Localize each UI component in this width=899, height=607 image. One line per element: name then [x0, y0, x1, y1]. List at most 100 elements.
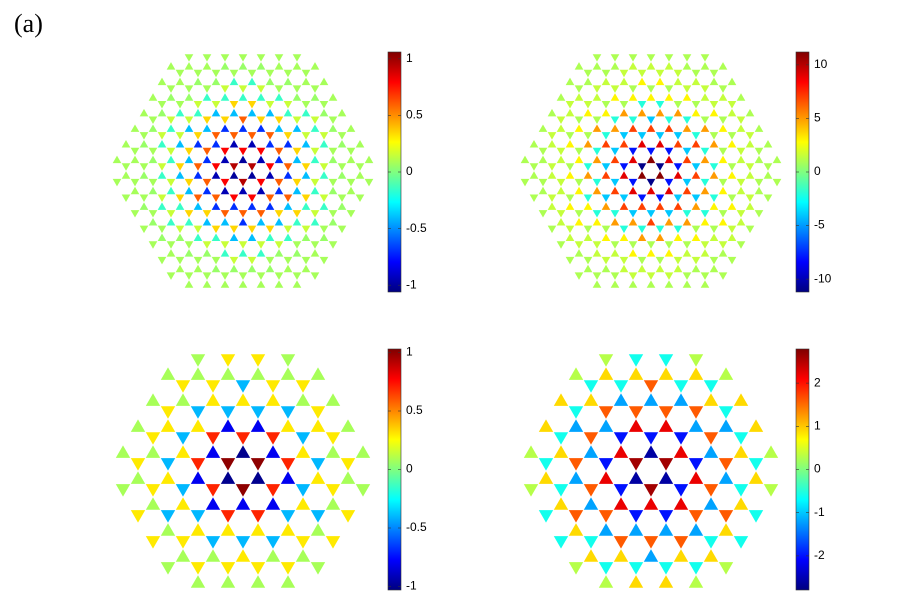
up-triangle [754, 186, 764, 195]
up-triangle [718, 249, 728, 257]
lattice [520, 54, 782, 288]
up-triangle [718, 124, 728, 132]
up-triangle [148, 217, 158, 226]
down-triangle [283, 132, 293, 140]
up-triangle [643, 445, 659, 458]
up-triangle [325, 393, 341, 406]
down-triangle [175, 432, 191, 445]
up-triangle [160, 367, 176, 380]
down-triangle [292, 241, 302, 249]
down-triangle [310, 241, 320, 249]
up-triangle [547, 140, 557, 148]
down-triangle [292, 116, 302, 125]
down-triangle [166, 210, 176, 218]
up-triangle [691, 233, 701, 242]
down-triangle [346, 147, 356, 156]
down-triangle [301, 194, 311, 202]
down-triangle [601, 256, 611, 265]
up-triangle [763, 140, 773, 148]
up-triangle [265, 108, 275, 117]
down-triangle [583, 484, 599, 497]
up-triangle [250, 575, 266, 588]
down-triangle [211, 256, 221, 265]
down-triangle [166, 147, 176, 156]
down-triangle [529, 163, 539, 171]
down-triangle [619, 194, 629, 202]
up-triangle [688, 575, 704, 588]
down-triangle [301, 100, 311, 109]
down-triangle [673, 163, 683, 171]
down-triangle [202, 241, 212, 249]
colorbar-tick-label: -1 [406, 579, 417, 593]
down-triangle [538, 510, 554, 523]
up-triangle [520, 155, 530, 164]
down-triangle [610, 272, 620, 280]
up-triangle [673, 202, 683, 210]
up-triangle [682, 155, 692, 164]
up-triangle [121, 171, 131, 179]
up-triangle [682, 217, 692, 226]
up-triangle [145, 393, 161, 406]
down-triangle [160, 510, 176, 523]
up-triangle [148, 155, 158, 164]
up-triangle [310, 367, 326, 380]
down-triangle [220, 147, 230, 156]
down-triangle [265, 536, 281, 549]
up-triangle [718, 93, 728, 101]
down-triangle [202, 272, 212, 280]
down-triangle [112, 178, 122, 187]
down-triangle [265, 69, 275, 78]
down-triangle [547, 194, 557, 202]
up-triangle [256, 124, 266, 132]
up-triangle [673, 77, 683, 86]
up-triangle [355, 140, 365, 148]
down-triangle [229, 163, 239, 171]
down-triangle [628, 406, 644, 419]
up-triangle [211, 108, 221, 117]
up-triangle [628, 575, 644, 588]
down-triangle [718, 147, 728, 156]
down-triangle [658, 458, 674, 471]
up-triangle [619, 202, 629, 210]
up-triangle [310, 471, 326, 484]
down-triangle [340, 458, 356, 471]
down-triangle [175, 194, 185, 202]
down-triangle [682, 116, 692, 125]
up-triangle [700, 62, 710, 70]
up-triangle [193, 171, 203, 179]
down-triangle [628, 178, 638, 187]
up-triangle [619, 140, 629, 148]
down-triangle [700, 147, 710, 156]
up-triangle [682, 249, 692, 257]
down-triangle [202, 54, 212, 62]
up-triangle [646, 93, 656, 101]
up-triangle [583, 233, 593, 242]
up-triangle [175, 393, 191, 406]
down-triangle [184, 147, 194, 156]
down-triangle [319, 163, 329, 171]
up-triangle [568, 471, 584, 484]
up-triangle [235, 393, 251, 406]
up-triangle [637, 202, 647, 210]
up-triangle [193, 233, 203, 242]
up-triangle [718, 471, 734, 484]
up-triangle [139, 140, 149, 148]
down-triangle [568, 562, 584, 575]
down-triangle [220, 241, 230, 249]
up-triangle [628, 249, 638, 257]
up-triangle [238, 249, 248, 257]
up-triangle [703, 393, 719, 406]
up-triangle [301, 202, 311, 210]
down-triangle [637, 100, 647, 109]
down-triangle [565, 225, 575, 234]
up-triangle [727, 233, 737, 242]
colorbar-tick-label: 0 [814, 164, 821, 178]
up-triangle [700, 155, 710, 164]
down-triangle [583, 100, 593, 109]
down-triangle [718, 210, 728, 218]
up-triangle [280, 419, 296, 432]
down-triangle [691, 132, 701, 140]
up-triangle [619, 108, 629, 117]
up-triangle [643, 393, 659, 406]
down-triangle [565, 100, 575, 109]
